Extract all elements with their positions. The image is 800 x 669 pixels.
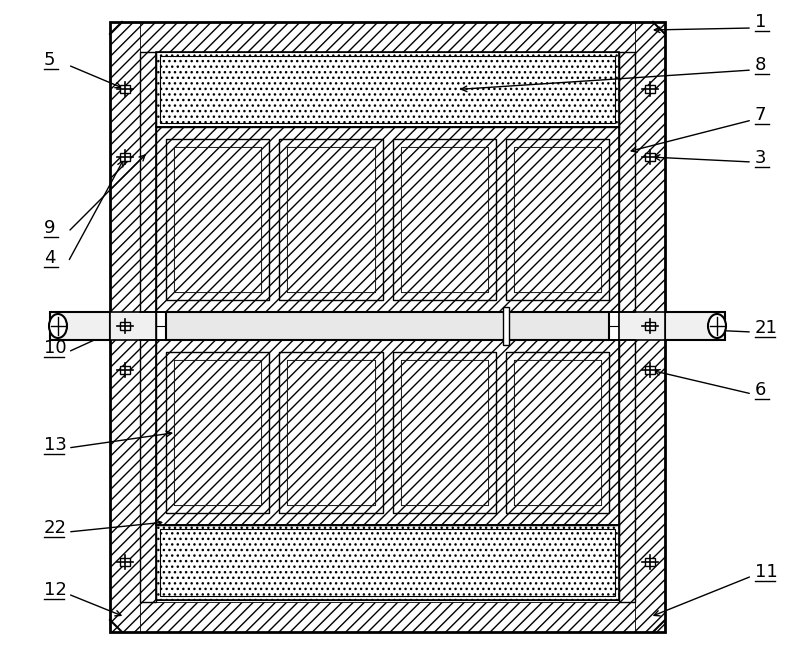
Bar (50, 312, 110, 340)
Bar (110, 602, 665, 632)
Bar (140, 52, 156, 602)
Bar (160, 56, 615, 123)
Bar (619, 52, 635, 602)
Bar (166, 352, 270, 513)
Text: 10: 10 (44, 339, 66, 357)
Bar (174, 147, 262, 292)
Bar (174, 147, 262, 292)
Text: 1: 1 (755, 13, 766, 31)
Text: 22: 22 (44, 519, 67, 537)
Bar (645, 153, 655, 161)
Bar (645, 322, 655, 330)
Bar (401, 360, 488, 505)
Bar (279, 352, 382, 513)
Bar (166, 139, 270, 300)
Bar (140, 52, 156, 602)
Text: 13: 13 (44, 436, 67, 454)
Bar (401, 360, 488, 505)
Bar (506, 352, 609, 513)
Bar (156, 127, 619, 312)
Bar (401, 147, 488, 292)
Bar (393, 139, 496, 300)
Bar (401, 147, 488, 292)
Bar (110, 312, 156, 340)
Bar (166, 312, 609, 340)
Bar (514, 147, 601, 292)
Bar (514, 360, 601, 505)
Bar (110, 22, 665, 52)
Bar (120, 558, 130, 566)
Text: 8: 8 (755, 56, 766, 74)
Bar (156, 127, 619, 312)
Bar (120, 366, 130, 374)
Bar (506, 352, 609, 513)
Ellipse shape (708, 314, 726, 338)
Bar (110, 22, 665, 632)
Bar (174, 360, 262, 505)
Text: 9: 9 (44, 219, 55, 237)
Text: 7: 7 (755, 106, 766, 124)
Bar (665, 312, 725, 340)
Bar (393, 139, 496, 300)
Bar (156, 52, 619, 127)
Bar (635, 22, 665, 632)
Bar (645, 558, 655, 566)
Bar (156, 525, 619, 600)
Text: 3: 3 (755, 149, 766, 167)
Bar (287, 360, 374, 505)
Text: 5: 5 (44, 51, 55, 69)
Bar (393, 352, 496, 513)
Bar (156, 525, 619, 600)
Bar (279, 139, 382, 300)
Text: 11: 11 (755, 563, 778, 581)
Bar (506, 139, 609, 300)
Bar (279, 139, 382, 300)
Bar (160, 529, 615, 596)
Bar (174, 360, 262, 505)
Bar (166, 352, 270, 513)
Bar (645, 366, 655, 374)
Text: 6: 6 (755, 381, 766, 399)
Bar (287, 147, 374, 292)
Bar (287, 147, 374, 292)
Bar (120, 322, 130, 330)
Bar (619, 312, 665, 340)
Bar (110, 22, 140, 632)
Bar (166, 139, 270, 300)
Bar (120, 85, 130, 93)
Bar (279, 352, 382, 513)
Bar (120, 153, 130, 161)
Bar (506, 139, 609, 300)
Bar (514, 147, 601, 292)
Bar (393, 352, 496, 513)
Ellipse shape (49, 314, 67, 338)
Bar (503, 307, 510, 345)
Bar (156, 340, 619, 525)
Bar (156, 340, 619, 525)
Bar (156, 52, 619, 127)
Bar (645, 85, 655, 93)
Text: 21: 21 (755, 319, 778, 337)
Bar (619, 52, 635, 602)
Text: 4: 4 (44, 249, 55, 267)
Bar (514, 360, 601, 505)
Text: 12: 12 (44, 581, 67, 599)
Bar (287, 360, 374, 505)
